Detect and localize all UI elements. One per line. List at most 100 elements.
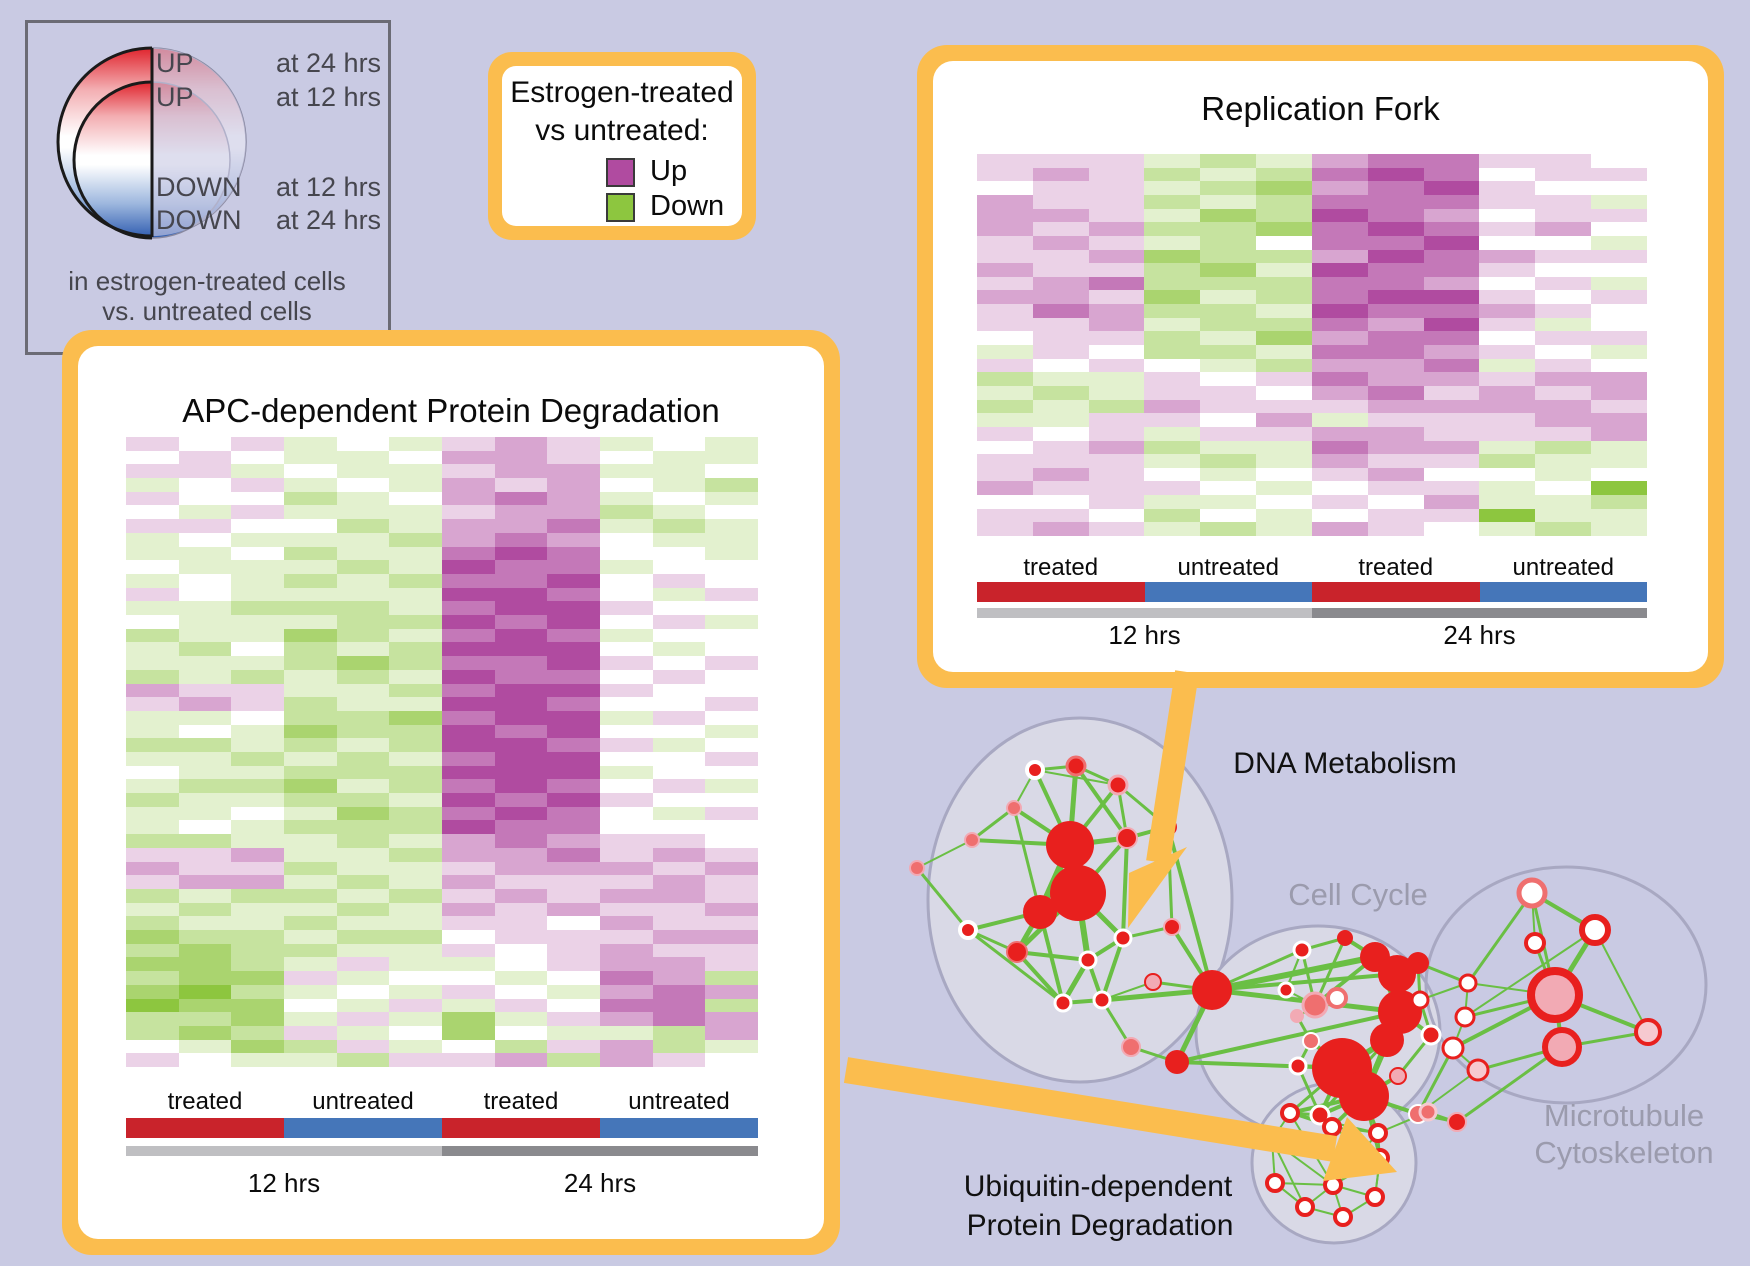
heatmap-cell: [600, 710, 653, 725]
heatmap-cell: [1311, 522, 1368, 536]
heatmap-cell: [178, 834, 232, 848]
heatmap-cell: [1423, 181, 1480, 195]
heatmap-cell: [1479, 399, 1536, 414]
heatmap-cell: [389, 902, 442, 917]
heatmap-cell: [1088, 358, 1145, 373]
heatmap-cell: [1311, 276, 1368, 291]
heatmap-cell: [1088, 290, 1145, 305]
heatmap-cell: [600, 573, 653, 588]
heatmap-cell: [1144, 222, 1201, 236]
heatmap-cell: [1200, 426, 1257, 441]
network-edge: [1174, 988, 1215, 1064]
heatmap-cell: [652, 875, 706, 889]
heatmap-cell: [1591, 358, 1647, 373]
network-edge: [1296, 997, 1338, 1017]
heatmap-cell: [1256, 167, 1312, 182]
heatmap-cell: [389, 793, 442, 807]
heatmap-cell: [1535, 508, 1592, 523]
network-edge: [1015, 950, 1065, 1005]
heatmap-cell: [1591, 481, 1647, 496]
heatmap-cell: [1591, 454, 1647, 468]
heatmap-cell: [284, 437, 337, 451]
heatmap-cell: [442, 697, 495, 711]
heatmap-cell: [389, 437, 442, 451]
heatmap-cell: [1535, 331, 1592, 345]
heatmap-cell: [547, 1025, 600, 1040]
heatmap-cell: [600, 916, 653, 931]
network-edge: [1464, 982, 1469, 1018]
heatmap-cell: [126, 793, 179, 807]
heatmap-cell: [1535, 167, 1592, 182]
heatmap-cell: [284, 875, 337, 889]
heatmap-cell: [547, 573, 600, 588]
heatmap-cell: [126, 491, 179, 506]
heatmap-cell: [1423, 495, 1480, 509]
heatmap-cell: [1423, 481, 1480, 496]
heatmap-cell: [126, 888, 179, 903]
heatmap-cell: [231, 1012, 284, 1026]
network-edge: [1377, 1111, 1429, 1134]
network-edge: [1170, 925, 1214, 992]
heatmap-cell: [178, 601, 232, 616]
heatmap-cell: [1144, 317, 1201, 332]
heatmap-cell: [336, 943, 390, 958]
heatmap-cell: [126, 957, 179, 972]
heatmap-cell: [178, 875, 232, 889]
heatmap-cell: [231, 491, 284, 506]
heatmap-cell: [284, 1039, 337, 1054]
heatmap-cell: [284, 519, 337, 533]
heatmap-cell: [1200, 508, 1257, 523]
heatmap-cell: [494, 1025, 548, 1040]
heatmap-cell: [231, 560, 284, 574]
heatmap-cell: [705, 806, 758, 821]
heatmap-cell: [1591, 508, 1647, 523]
network-edge: [1318, 1113, 1334, 1129]
heatmap-cell: [1032, 276, 1089, 291]
condition-bar-untreated: [1144, 582, 1312, 602]
heatmap-cell: [600, 1039, 653, 1054]
network-edge: [1100, 999, 1133, 1048]
network-node: [1144, 973, 1162, 991]
heatmap-cell: [389, 450, 442, 465]
heatmap-cell: [126, 519, 179, 533]
heatmap-cell: [389, 573, 442, 588]
heatmap-cell: [231, 505, 284, 520]
heatmap-cell: [652, 505, 706, 520]
heatmap-cell: [178, 957, 232, 972]
heatmap-cell: [442, 519, 495, 533]
heatmap-cell: [600, 697, 653, 711]
heatmap-cell: [1535, 467, 1592, 482]
heatmap-cell: [1535, 235, 1592, 250]
heatmap-cell: [1144, 194, 1201, 209]
heatmap-cell: [652, 560, 706, 574]
network-edge: [1012, 807, 1042, 913]
heatmap-cell: [1367, 481, 1424, 496]
heatmap-cell: [494, 450, 548, 465]
heatmap-cell: [178, 916, 232, 931]
heatmap-cell: [1367, 495, 1424, 509]
heatmap-cell: [178, 779, 232, 794]
heatmap-cell: [705, 1039, 758, 1054]
heatmap-cell: [1256, 345, 1312, 359]
heatmap-cell: [705, 532, 758, 547]
heatmap-cell: [600, 450, 653, 465]
network-edge: [1274, 1182, 1306, 1208]
heatmap-cell: [231, 834, 284, 848]
network-node: [1579, 914, 1611, 946]
heatmap-cell: [336, 779, 390, 794]
heatmap-cell: [1088, 508, 1145, 523]
heatmap-cell: [442, 546, 495, 561]
heatmap-cell: [1311, 222, 1368, 236]
heatmap-cell: [126, 683, 179, 698]
heatmap-cell: [705, 573, 758, 588]
heatmap-cell: [336, 519, 390, 533]
heatmap-cell: [1535, 317, 1592, 332]
heatmap-cell: [231, 437, 284, 451]
network-edge: [1318, 1113, 1334, 1129]
heatmap-cell: [1088, 167, 1145, 182]
heatmap-cell: [1311, 399, 1368, 414]
heatmap-cell: [705, 560, 758, 574]
heatmap-cell: [652, 984, 706, 999]
heatmap-cell: [389, 615, 442, 629]
heatmap-cell: [284, 888, 337, 903]
